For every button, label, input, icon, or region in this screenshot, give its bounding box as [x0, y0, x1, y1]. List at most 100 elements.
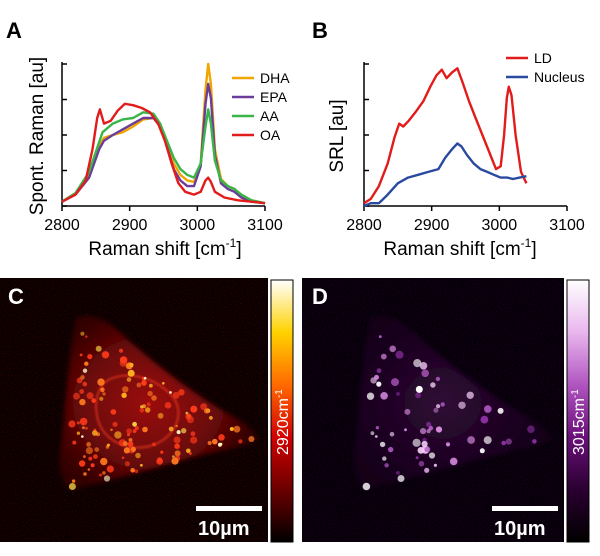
panel-a-legend-label-epa: EPA: [260, 89, 288, 105]
panel-c-droplet: [94, 447, 100, 452]
panel-d-droplet: [374, 374, 379, 380]
panel-c-droplet: [136, 382, 142, 388]
panel-d-droplet: [370, 431, 375, 436]
panel-a-series-aa: [61, 108, 266, 205]
panel-d-droplet: [389, 431, 395, 437]
panel-b-y-axis-title: SRL [au]: [327, 99, 348, 172]
panel-c-droplet: [172, 455, 175, 458]
panel-c-droplet: [68, 420, 76, 428]
panel-c-droplet: [248, 436, 255, 442]
panel-b-legend: LD Nucleus: [506, 50, 585, 85]
panel-d-droplet: [397, 475, 405, 482]
panel-c-droplet: [99, 473, 102, 477]
panel-c-droplet: [203, 408, 210, 414]
panel-d-droplet: [376, 368, 382, 374]
panel-c-scalebar-label: 10µm: [198, 518, 250, 540]
panel-b-x-ticks: 2800 2900 3000 3100: [346, 206, 585, 234]
panel-a-legend-label-aa: AA: [260, 108, 279, 124]
panel-d-droplet: [396, 392, 400, 396]
panel-c-droplet: [129, 362, 134, 368]
panel-b-series: [363, 67, 528, 208]
panel-c-droplet: [134, 426, 139, 431]
panel-a-x-axis-title-end: ]: [236, 239, 241, 260]
panel-c-droplet: [218, 434, 225, 441]
panel-c-droplet: [147, 390, 153, 397]
panel-d-droplet: [396, 471, 400, 475]
panel-c-droplet: [149, 383, 153, 388]
panel-a-legend-label-oa: OA: [260, 127, 281, 143]
panel-c-droplet: [132, 421, 138, 427]
panel-c-droplet: [181, 428, 187, 434]
panel-c-droplet: [174, 450, 181, 457]
panel-c-droplet: [162, 382, 165, 385]
panel-d-droplet: [445, 442, 451, 447]
panel-c-droplet: [100, 457, 108, 466]
panel-d-droplet: [380, 353, 387, 360]
panel-c-droplet: [110, 428, 113, 432]
panel-c-colorbar-label-sup: -1: [274, 389, 285, 398]
panel-c-droplet: [152, 442, 156, 447]
panel-c-droplet: [82, 368, 88, 373]
panel-b-x-tick-label: 2800: [346, 217, 382, 234]
panel-c-droplet: [172, 391, 180, 399]
panel-c-droplet: [95, 345, 102, 352]
panel-d-droplet: [419, 362, 428, 370]
panel-c-droplet: [168, 426, 174, 432]
panel-c-droplet: [130, 468, 135, 473]
panel-a-x-axis-title: Raman shift [cm-1]: [88, 236, 241, 260]
panel-c-droplet: [102, 471, 106, 475]
panel-c-droplet: [171, 457, 179, 465]
panel-d-droplet: [415, 456, 419, 460]
panel-d-scalebar: [492, 506, 558, 511]
panel-c-droplet: [143, 376, 147, 380]
panel-c-droplet: [120, 356, 128, 364]
panel-c-droplet: [175, 424, 178, 428]
panel-d-droplet: [436, 404, 441, 409]
panel-c-droplet: [121, 392, 127, 398]
panel-d-droplet: [415, 385, 423, 393]
panel-c-droplet: [151, 395, 157, 401]
panel-d-droplet: [480, 415, 489, 424]
panel-b-x-tick-label: 2900: [414, 217, 450, 234]
panel-c-droplet: [123, 441, 128, 446]
panel-c-droplet: [99, 396, 104, 401]
panel-letter-c: C: [8, 284, 24, 309]
panel-c-droplet: [91, 398, 96, 403]
panel-d-droplet: [404, 408, 411, 415]
panel-d-droplet: [391, 378, 399, 387]
panel-c-droplet: [86, 442, 91, 447]
panel-c-droplet: [106, 465, 114, 473]
panel-d-droplet: [527, 425, 535, 434]
panel-a-x-ticks: 2800 2900 3000 3100: [44, 206, 283, 234]
panel-a-x-tick-label: 2900: [112, 217, 148, 234]
panel-c-droplet: [76, 431, 81, 435]
panel-c-droplet: [139, 408, 145, 413]
panel-a-legend: DHA EPA AA OA: [232, 70, 290, 143]
panel-d-droplet: [505, 438, 512, 445]
panel-c-nucleus-ring: [94, 374, 180, 449]
panel-b-chart: 2800 2900 3000 3100 LD Nucleus SRL [au] Rama…: [327, 50, 585, 260]
panel-a-y-axis-title: Spont. Raman [au]: [27, 57, 48, 215]
panel-d-droplet: [501, 440, 507, 446]
panel-c-droplet: [68, 483, 76, 490]
panel-d-droplet: [424, 446, 431, 453]
panel-c-droplet: [140, 463, 143, 467]
panel-d-droplet: [532, 439, 537, 444]
panel-c-droplet: [121, 456, 125, 460]
panel-d-droplet: [415, 392, 421, 399]
panel-c-droplet: [88, 456, 93, 461]
panel-d-droplet: [426, 429, 431, 434]
panel-c-droplet: [178, 389, 185, 396]
panel-c-droplet: [71, 479, 76, 483]
panel-c-droplet: [124, 461, 130, 467]
panel-a-chart: 2800 2900 3000 3100 DHA EPA AA OA Spont. Raman…: [27, 57, 290, 260]
panel-c-droplet: [207, 440, 212, 446]
panel-letter-a: A: [6, 18, 22, 43]
panel-d-droplet: [382, 456, 387, 461]
panel-b-series-ld: [363, 67, 528, 205]
panel-d-droplet: [483, 436, 492, 445]
panel-c-droplet: [85, 335, 88, 338]
panel-d-droplet: [417, 447, 425, 454]
panel-c-colorbar-label-main: 2920cm: [275, 398, 292, 455]
panel-c-droplet: [79, 353, 83, 357]
